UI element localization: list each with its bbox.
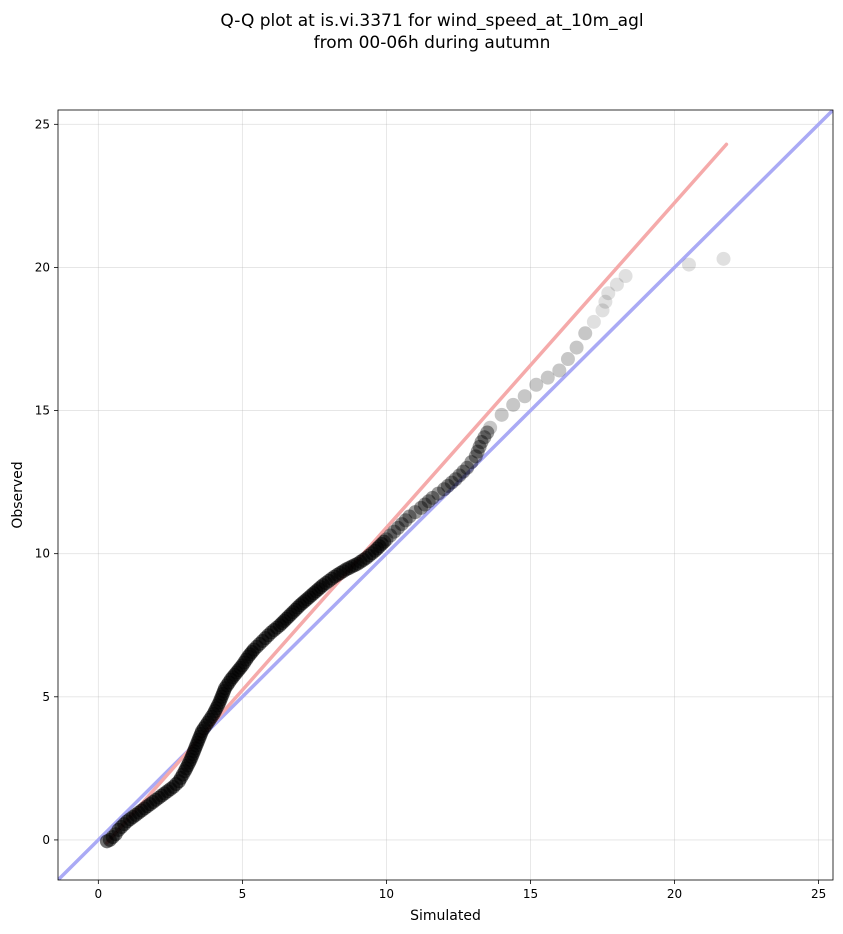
qq-point-147	[474, 435, 489, 450]
qq-point-164	[609, 277, 624, 292]
qq-point-125	[387, 524, 402, 539]
qq-point-157	[560, 352, 575, 367]
qq-point-146	[472, 439, 487, 454]
qq-point-161	[595, 303, 610, 318]
qq-point-153	[517, 389, 532, 404]
qq-point-126	[390, 520, 405, 535]
qq-point-129	[402, 509, 417, 524]
y-tick-label-3: 15	[35, 404, 50, 418]
qq-point-165	[618, 269, 633, 284]
chart-title-line-2: from 00-06h during autumn	[314, 33, 551, 53]
qq-point-155	[540, 370, 555, 385]
qq-point-166	[681, 257, 696, 272]
y-tick-label-5: 25	[35, 117, 50, 131]
y-tick-label-1: 5	[42, 690, 50, 704]
qq-point-133	[421, 494, 436, 509]
x-tick-label-3: 15	[523, 887, 538, 901]
qq-point-134	[425, 490, 440, 505]
qq-point-123	[379, 532, 394, 547]
y-axis-label: Observed	[10, 461, 26, 528]
qq-point-159	[578, 326, 593, 341]
qq-point-158	[569, 340, 584, 355]
x-tick-label-5: 25	[811, 887, 826, 901]
qq-point-151	[494, 407, 509, 422]
axis-ticks: 0 5 10 15 20 25 0 5 10 15 20 25	[35, 117, 827, 901]
y-tick-label-2: 10	[35, 547, 50, 561]
qq-point-139	[448, 472, 463, 487]
qq-point-127	[394, 517, 409, 532]
qq-point-150	[483, 420, 498, 435]
qq-point-160	[586, 314, 601, 329]
qq-point-145	[470, 444, 485, 459]
qq-point-128	[398, 513, 413, 528]
qq-point-154	[529, 377, 544, 392]
x-tick-label-4: 20	[667, 887, 682, 901]
qq-point-163	[601, 286, 616, 301]
qq-point-143	[464, 455, 479, 470]
qq-point-138	[444, 475, 459, 490]
y-tick-label-0: 0	[42, 833, 50, 847]
grid	[58, 110, 833, 880]
scatter-points	[99, 251, 731, 849]
qq-point-152	[506, 397, 521, 412]
x-tick-label-1: 5	[239, 887, 247, 901]
qq-point-142	[460, 460, 475, 475]
x-axis-label: Simulated	[410, 908, 481, 924]
plot-frame	[57, 109, 834, 881]
y-tick-label-4: 20	[35, 260, 50, 274]
x-tick-label-2: 10	[379, 887, 394, 901]
qq-point-140	[452, 468, 467, 483]
qq-point-132	[417, 497, 432, 512]
qq-point-167	[716, 251, 731, 266]
qq-point-131	[414, 500, 429, 515]
qq-point-149	[480, 425, 495, 440]
x-tick-label-0: 0	[95, 887, 103, 901]
qq-point-148	[477, 430, 492, 445]
qq-point-124	[383, 528, 398, 543]
qq-point-130	[408, 505, 423, 520]
qq-point-162	[598, 294, 613, 309]
qq-point-136	[437, 482, 452, 497]
qq-point-137	[440, 478, 455, 493]
qq-point-156	[552, 363, 567, 378]
qq-point-141	[456, 464, 471, 479]
qq-point-144	[468, 449, 483, 464]
chart-title-line-1: Q-Q plot at is.vi.3371 for wind_speed_at…	[220, 11, 643, 31]
qq-point-135	[431, 486, 446, 501]
qq-point-122	[377, 534, 392, 549]
